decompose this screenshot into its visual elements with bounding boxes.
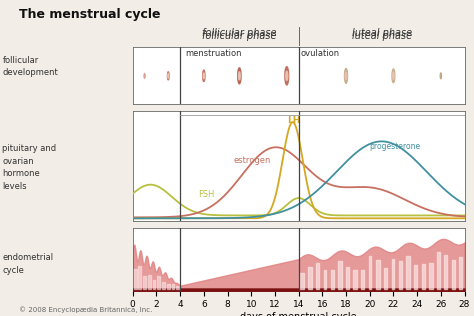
Circle shape bbox=[392, 72, 394, 79]
Circle shape bbox=[440, 73, 441, 79]
Circle shape bbox=[144, 74, 145, 78]
Text: endometrial
cycle: endometrial cycle bbox=[2, 253, 54, 275]
Text: menstruation: menstruation bbox=[185, 50, 241, 58]
Text: FSH: FSH bbox=[198, 190, 214, 199]
Text: estrogen: estrogen bbox=[233, 156, 271, 166]
Text: ovulation: ovulation bbox=[301, 50, 340, 58]
Circle shape bbox=[237, 68, 241, 84]
Text: follicular phase: follicular phase bbox=[202, 28, 277, 38]
Text: follicular
development: follicular development bbox=[2, 56, 58, 77]
Circle shape bbox=[345, 72, 347, 80]
Circle shape bbox=[203, 73, 204, 79]
Circle shape bbox=[286, 71, 288, 80]
Text: progesterone: progesterone bbox=[370, 142, 421, 151]
Circle shape bbox=[168, 74, 169, 78]
Text: pituitary and
ovarian
hormone
levels: pituitary and ovarian hormone levels bbox=[2, 144, 56, 191]
Text: © 2008 Encyclopædia Britannica, Inc.: © 2008 Encyclopædia Britannica, Inc. bbox=[19, 306, 152, 313]
Text: The menstrual cycle: The menstrual cycle bbox=[19, 8, 161, 21]
Circle shape bbox=[285, 67, 289, 85]
Text: LH: LH bbox=[287, 116, 300, 125]
Text: follicular phase: follicular phase bbox=[202, 31, 277, 41]
Circle shape bbox=[392, 69, 395, 83]
Text: luteal phase: luteal phase bbox=[352, 31, 411, 41]
X-axis label: days of menstrual cycle: days of menstrual cycle bbox=[240, 312, 357, 316]
Circle shape bbox=[167, 72, 169, 80]
Circle shape bbox=[202, 70, 205, 82]
Text: luteal phase: luteal phase bbox=[352, 28, 411, 38]
Circle shape bbox=[238, 72, 240, 80]
Circle shape bbox=[345, 69, 347, 83]
